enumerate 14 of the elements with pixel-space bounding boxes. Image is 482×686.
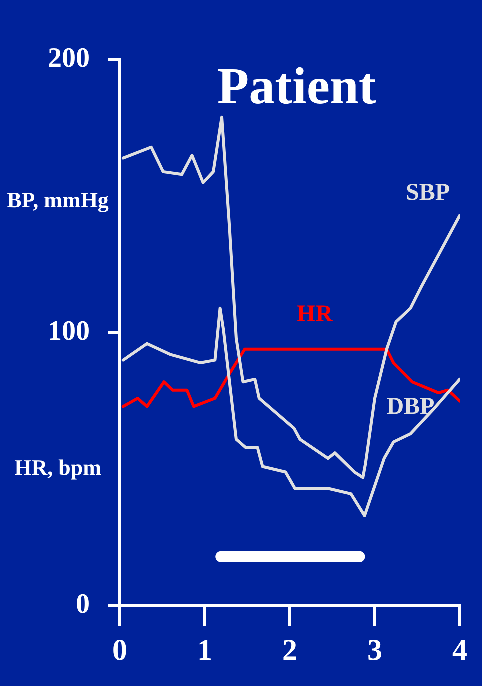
y-axis-title: BP, mmHg xyxy=(7,188,109,213)
series-label: HR xyxy=(296,302,334,328)
series-label: DBP xyxy=(386,394,435,420)
text: HR, bpm xyxy=(14,455,102,480)
chart-title: Patient xyxy=(217,58,377,116)
x-tick-label: 3 xyxy=(368,634,382,667)
y-tick-label: 0 xyxy=(76,589,90,620)
y-tick-label: 100 xyxy=(48,316,90,348)
x-tick-label: 0 xyxy=(112,634,128,667)
y-tick-label: 200 xyxy=(48,43,90,74)
x-tick-label: 1 xyxy=(198,634,212,667)
x-tick-label: 4 xyxy=(452,634,468,667)
series-label: SBP xyxy=(406,180,450,206)
x-tick-label: 2 xyxy=(282,634,298,667)
